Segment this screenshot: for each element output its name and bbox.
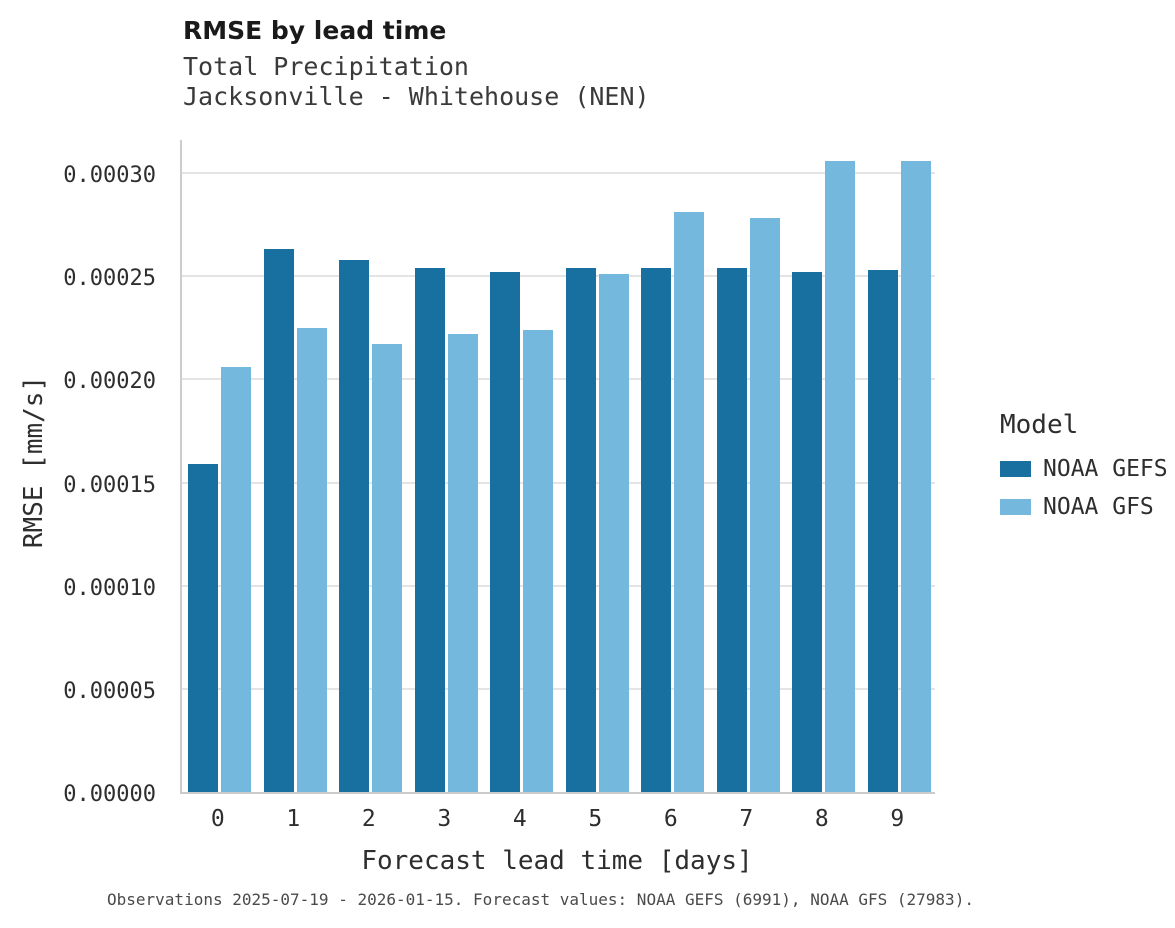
bar-noaa-gefs-day-5 [565,267,596,792]
bar-noaa-gefs-day-6 [641,267,672,792]
legend-swatch-icon [1000,499,1031,515]
y-tick-label: 0.00015 [63,472,156,498]
bar-noaa-gefs-day-8 [792,272,823,792]
legend: Model NOAA GEFS NOAA GFS [1000,410,1168,532]
legend-label: NOAA GEFS [1043,456,1168,482]
chart-subtitle-station: Jacksonville - Whitehouse (NEN) [183,82,650,111]
x-tick-label: 0 [210,806,225,832]
gridline [182,275,935,278]
bar-noaa-gfs-day-8 [825,160,856,792]
chart-title: RMSE by lead time [183,16,447,45]
bar-noaa-gfs-day-0 [221,367,252,792]
x-tick-label: 4 [512,806,527,832]
bar-noaa-gefs-day-0 [188,463,219,792]
gridline [182,584,935,587]
bar-noaa-gefs-day-3 [414,267,445,792]
x-tick-label: 5 [588,806,603,832]
chart-subtitle-variable: Total Precipitation [183,52,469,81]
bar-noaa-gfs-day-7 [749,218,780,792]
bar-noaa-gfs-day-6 [674,212,705,792]
y-tick-label: 0.00010 [63,575,156,601]
x-tick-label: 1 [286,806,301,832]
bar-noaa-gfs-day-2 [372,344,403,792]
legend-swatch-icon [1000,461,1031,477]
y-tick-label: 0.00000 [63,782,156,807]
bar-noaa-gfs-day-3 [447,334,478,792]
y-axis-tick-labels: 0.00000 0.00005 0.00010 0.00015 0.00020 0.000… [0,140,168,807]
legend-entry-noaa-gfs: NOAA GFS [1000,494,1168,520]
legend-entries: NOAA GEFS NOAA GFS [1000,456,1168,520]
legend-entry-noaa-gefs: NOAA GEFS [1000,456,1168,482]
x-tick-label: 6 [663,806,678,832]
x-tick-label: 8 [814,806,829,832]
bar-noaa-gefs-day-4 [490,272,521,792]
bar-noaa-gfs-day-4 [523,329,554,792]
y-tick-label: 0.00025 [63,266,156,292]
x-tick-label: 7 [739,806,754,832]
legend-title: Model [1000,410,1079,440]
bar-noaa-gefs-day-9 [867,270,898,792]
gridline [182,687,935,690]
x-tick-label: 2 [361,806,376,832]
y-tick-label: 0.00005 [63,678,156,704]
y-tick-label: 0.00020 [63,369,156,395]
legend-label: NOAA GFS [1043,494,1154,520]
gridline [182,481,935,484]
gridline [182,172,935,175]
bar-noaa-gfs-day-1 [296,327,327,792]
bar-noaa-gefs-day-7 [716,267,747,792]
x-tick-label: 3 [437,806,452,832]
bar-noaa-gfs-day-9 [900,160,931,792]
bar-noaa-gfs-day-5 [598,274,629,792]
gridline [182,378,935,381]
footnote-caption: Observations 2025-07-19 - 2026-01-15. Fo… [107,890,974,909]
y-tick-label: 0.00030 [63,163,156,189]
x-axis-label: Forecast lead time [days] [361,846,753,876]
x-tick-label: 9 [890,806,905,832]
plot-area [180,140,935,794]
x-axis-tick-labels: 0 1 2 3 4 5 6 7 8 9 [180,806,935,836]
bar-noaa-gefs-day-1 [263,249,294,792]
bar-noaa-gefs-day-2 [339,259,370,792]
